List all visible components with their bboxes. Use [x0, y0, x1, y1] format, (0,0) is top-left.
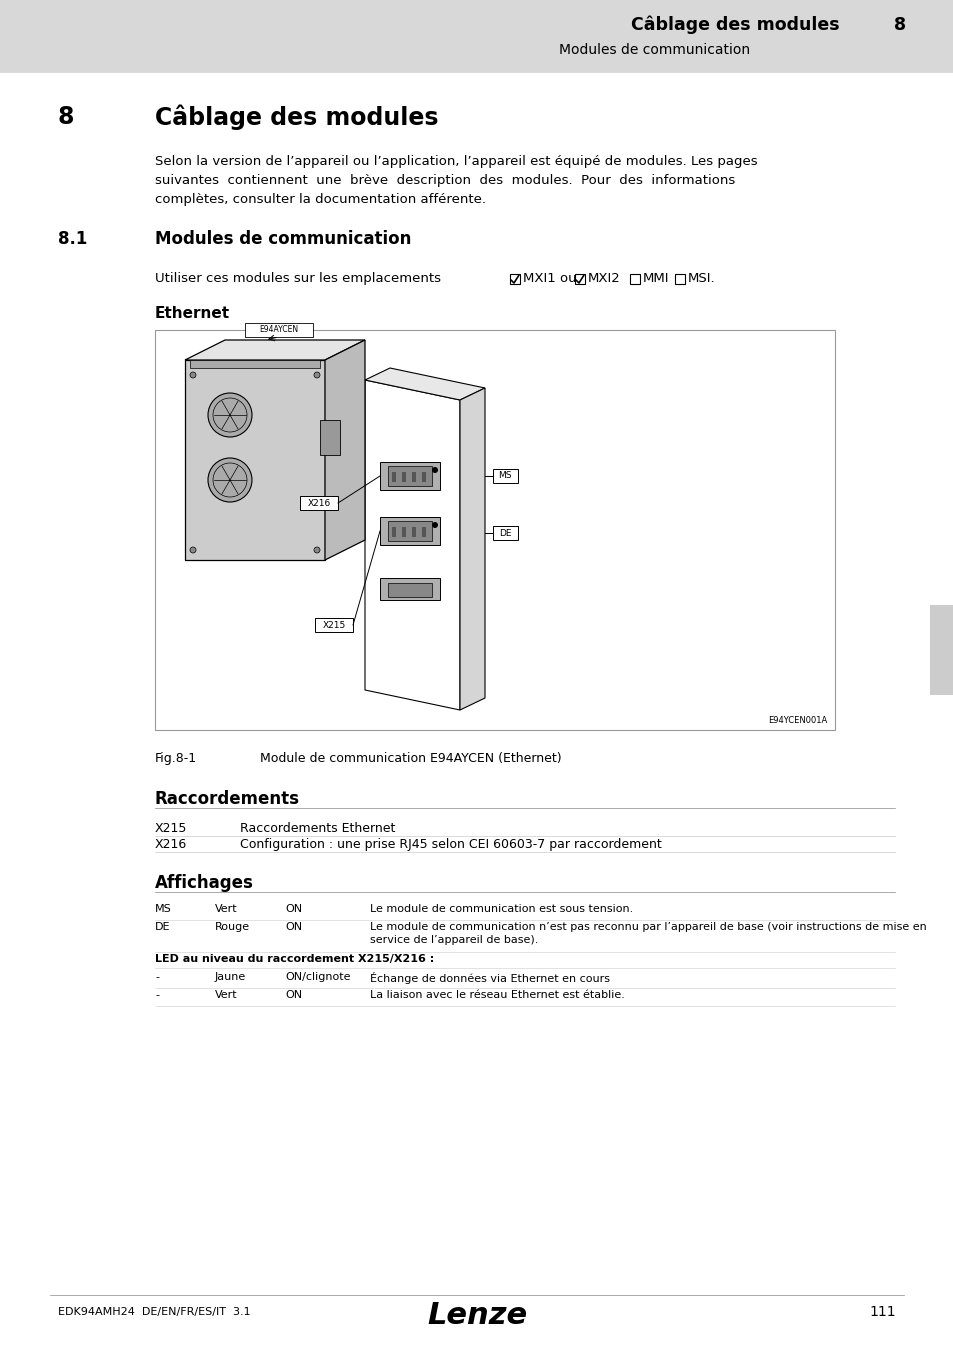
- Text: Jaune: Jaune: [214, 972, 246, 981]
- Text: Ethernet: Ethernet: [154, 306, 230, 321]
- Text: Le module de communication est sous tension.: Le module de communication est sous tens…: [370, 904, 633, 914]
- Polygon shape: [365, 369, 484, 400]
- Text: Câblage des modules: Câblage des modules: [631, 16, 840, 34]
- Bar: [245, 323, 313, 338]
- Text: Affichages: Affichages: [154, 873, 253, 892]
- Text: Modules de communication: Modules de communication: [558, 43, 749, 57]
- Text: LED au niveau du raccordement X215/X216 :: LED au niveau du raccordement X215/X216 …: [154, 954, 434, 964]
- Text: MS: MS: [154, 904, 172, 914]
- Text: Utiliser ces modules sur les emplacements: Utiliser ces modules sur les emplacement…: [154, 271, 440, 285]
- Bar: [299, 495, 337, 510]
- Bar: [379, 517, 439, 545]
- Text: 8: 8: [58, 105, 74, 130]
- Circle shape: [314, 547, 319, 553]
- Bar: [319, 420, 339, 455]
- Text: Raccordements Ethernet: Raccordements Ethernet: [240, 822, 395, 836]
- Text: Vert: Vert: [214, 904, 237, 914]
- Polygon shape: [365, 379, 459, 710]
- Bar: [629, 274, 639, 284]
- Text: MXI2: MXI2: [587, 271, 620, 285]
- Text: suivantes  contiennent  une  brève  description  des  modules.  Pour  des  infor: suivantes contiennent une brève descript…: [154, 174, 735, 188]
- Text: 8.1: 8.1: [58, 230, 88, 248]
- Text: La liaison avec le réseau Ethernet est établie.: La liaison avec le réseau Ethernet est é…: [370, 990, 624, 1000]
- Polygon shape: [185, 340, 365, 360]
- Bar: [388, 583, 432, 597]
- Text: -: -: [154, 990, 159, 1000]
- Text: complètes, consulter la documentation afférente.: complètes, consulter la documentation af…: [154, 193, 485, 207]
- Text: Échange de données via Ethernet en cours: Échange de données via Ethernet en cours: [370, 972, 609, 984]
- Text: E94YCEN001A: E94YCEN001A: [767, 716, 826, 725]
- Circle shape: [190, 373, 195, 378]
- Text: Le module de communication n’est pas reconnu par l’appareil de base (voir instru: Le module de communication n’est pas rec…: [370, 922, 925, 931]
- Text: Lenze: Lenze: [427, 1300, 526, 1330]
- Circle shape: [314, 373, 319, 378]
- Text: ON: ON: [285, 904, 302, 914]
- Circle shape: [432, 467, 437, 472]
- Circle shape: [208, 458, 252, 502]
- Bar: [421, 526, 426, 537]
- Text: ON/clignote: ON/clignote: [285, 972, 350, 981]
- Text: ON: ON: [285, 990, 302, 1000]
- Bar: [401, 526, 406, 537]
- Bar: [379, 578, 439, 599]
- Bar: [401, 472, 406, 482]
- Bar: [388, 521, 432, 541]
- Bar: [190, 360, 319, 369]
- Polygon shape: [325, 340, 365, 560]
- Bar: [388, 466, 432, 486]
- Text: E94AYCEN: E94AYCEN: [259, 325, 298, 335]
- Bar: [421, 472, 426, 482]
- Text: service de l’appareil de base).: service de l’appareil de base).: [370, 936, 537, 945]
- Bar: [493, 468, 517, 483]
- Bar: [510, 274, 519, 284]
- Bar: [314, 618, 353, 632]
- Circle shape: [190, 547, 195, 553]
- Bar: [929, 605, 953, 695]
- Polygon shape: [185, 360, 325, 560]
- Bar: [0, 0, 953, 76]
- Text: Raccordements: Raccordements: [154, 790, 299, 809]
- Text: Fig.8-1: Fig.8-1: [154, 752, 197, 765]
- Bar: [392, 472, 395, 482]
- Bar: [575, 274, 584, 284]
- Bar: [675, 274, 684, 284]
- Text: X216: X216: [307, 498, 331, 508]
- Text: Modules de communication: Modules de communication: [154, 230, 411, 248]
- Text: -: -: [154, 972, 159, 981]
- Text: Module de communication E94AYCEN (Ethernet): Module de communication E94AYCEN (Ethern…: [260, 752, 561, 765]
- Text: EDK94AMH24  DE/EN/FR/ES/IT  3.1: EDK94AMH24 DE/EN/FR/ES/IT 3.1: [58, 1307, 251, 1318]
- Bar: [392, 526, 395, 537]
- Text: MS: MS: [497, 471, 511, 481]
- Text: DE: DE: [498, 528, 511, 537]
- Text: Câblage des modules: Câblage des modules: [154, 105, 438, 131]
- Text: DE: DE: [154, 922, 171, 931]
- Text: X215: X215: [154, 822, 187, 836]
- Polygon shape: [459, 387, 484, 710]
- Bar: [154, 329, 834, 730]
- Bar: [379, 462, 439, 490]
- Bar: [493, 526, 517, 540]
- Text: Vert: Vert: [214, 990, 237, 1000]
- Text: Configuration : une prise RJ45 selon CEI 60603-7 par raccordement: Configuration : une prise RJ45 selon CEI…: [240, 838, 661, 850]
- Bar: [412, 472, 416, 482]
- Text: ON: ON: [285, 922, 302, 931]
- Text: MMI: MMI: [642, 271, 669, 285]
- Bar: [412, 526, 416, 537]
- Text: 111: 111: [868, 1305, 895, 1319]
- Circle shape: [208, 393, 252, 437]
- Circle shape: [432, 522, 437, 528]
- Text: MXI1 ou: MXI1 ou: [522, 271, 576, 285]
- Text: MSI.: MSI.: [687, 271, 715, 285]
- Text: 8: 8: [893, 16, 905, 34]
- Text: Rouge: Rouge: [214, 922, 250, 931]
- Text: X215: X215: [322, 621, 345, 629]
- Text: Selon la version de l’appareil ou l’application, l’appareil est équipé de module: Selon la version de l’appareil ou l’appl…: [154, 155, 757, 167]
- Text: X216: X216: [154, 838, 187, 850]
